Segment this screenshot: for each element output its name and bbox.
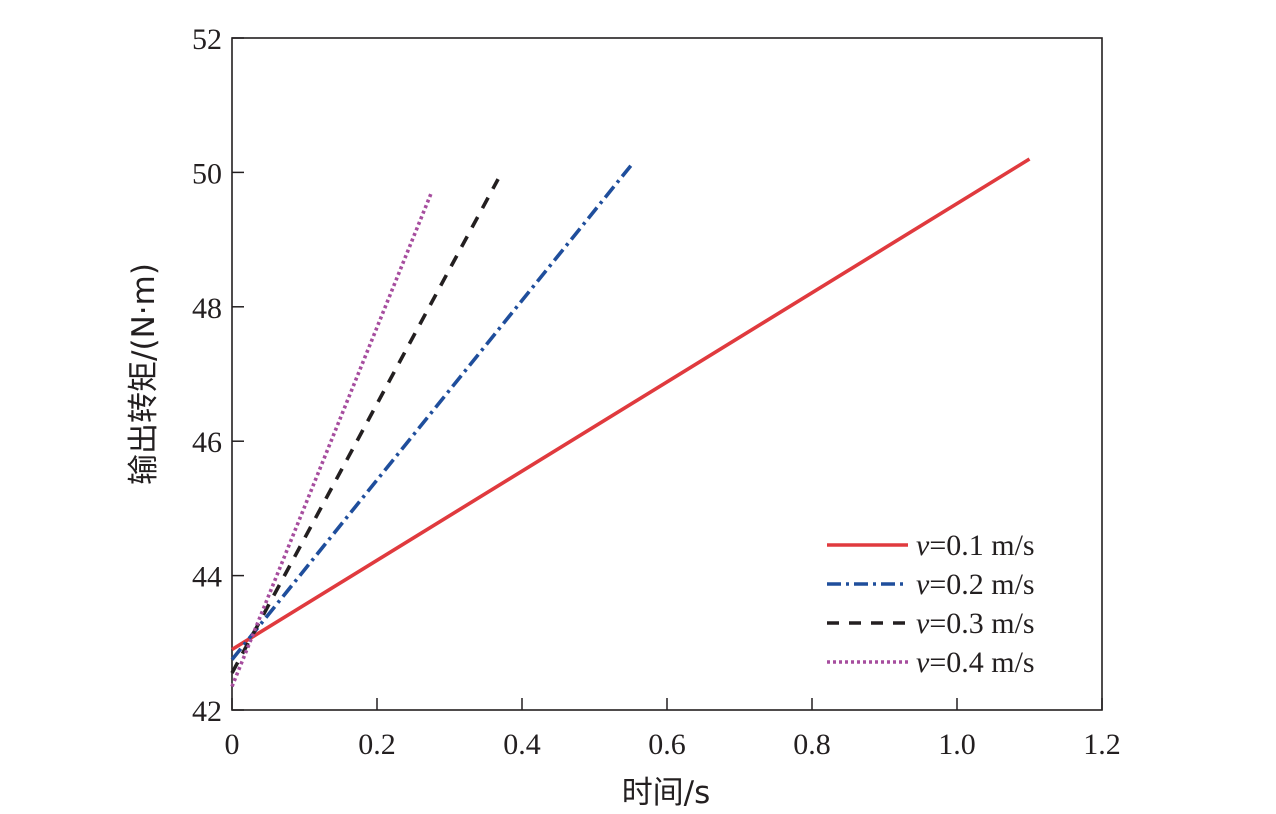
legend-value: =0.3 m/s — [929, 607, 1034, 640]
x-tick-label: 0.6 — [648, 728, 686, 761]
y-tick-label: 42 — [192, 695, 222, 728]
legend-value: =0.2 m/s — [929, 568, 1034, 601]
legend-label-4: v=0.4 m/s — [916, 646, 1035, 679]
y-axis: 42 44 46 48 50 52 — [192, 23, 244, 728]
y-tick-label: 50 — [192, 157, 222, 190]
y-tick-label: 48 — [192, 292, 222, 325]
series-line-3 — [230, 178, 500, 674]
x-tick-label: 0.8 — [793, 728, 831, 761]
x-axis-title: 时间/s — [622, 775, 711, 811]
x-tick-label: 0.2 — [358, 728, 396, 761]
x-tick-label: 0 — [225, 728, 240, 761]
series-lines — [230, 157, 1031, 688]
series-line-4 — [230, 191, 434, 688]
y-axis-title: 输出转矩/(N·m) — [126, 263, 162, 485]
legend-variable: v — [916, 607, 930, 640]
legend-label-3: v=0.3 m/s — [916, 607, 1035, 640]
x-tick-label: 0.4 — [503, 728, 541, 761]
legend-label-2: v=0.2 m/s — [916, 568, 1035, 601]
legend-value: =0.1 m/s — [929, 529, 1034, 562]
series-line-2 — [230, 164, 633, 661]
x-tick-label: 1.0 — [938, 728, 976, 761]
legend-variable: v — [916, 529, 930, 562]
legend: v=0.1 m/sv=0.2 m/sv=0.3 m/sv=0.4 m/s — [827, 529, 1035, 679]
y-tick-label: 46 — [192, 426, 222, 459]
legend-value: =0.4 m/s — [929, 646, 1034, 679]
legend-variable: v — [916, 646, 930, 679]
x-tick-label: 1.2 — [1083, 728, 1121, 761]
series-line-1 — [231, 157, 1031, 652]
legend-label-1: v=0.1 m/s — [916, 529, 1035, 562]
y-tick-label: 52 — [192, 23, 222, 56]
legend-variable: v — [916, 568, 930, 601]
y-tick-label: 44 — [192, 561, 222, 594]
x-axis: 0 0.2 0.4 0.6 0.8 1.0 1.2 — [225, 698, 1121, 761]
